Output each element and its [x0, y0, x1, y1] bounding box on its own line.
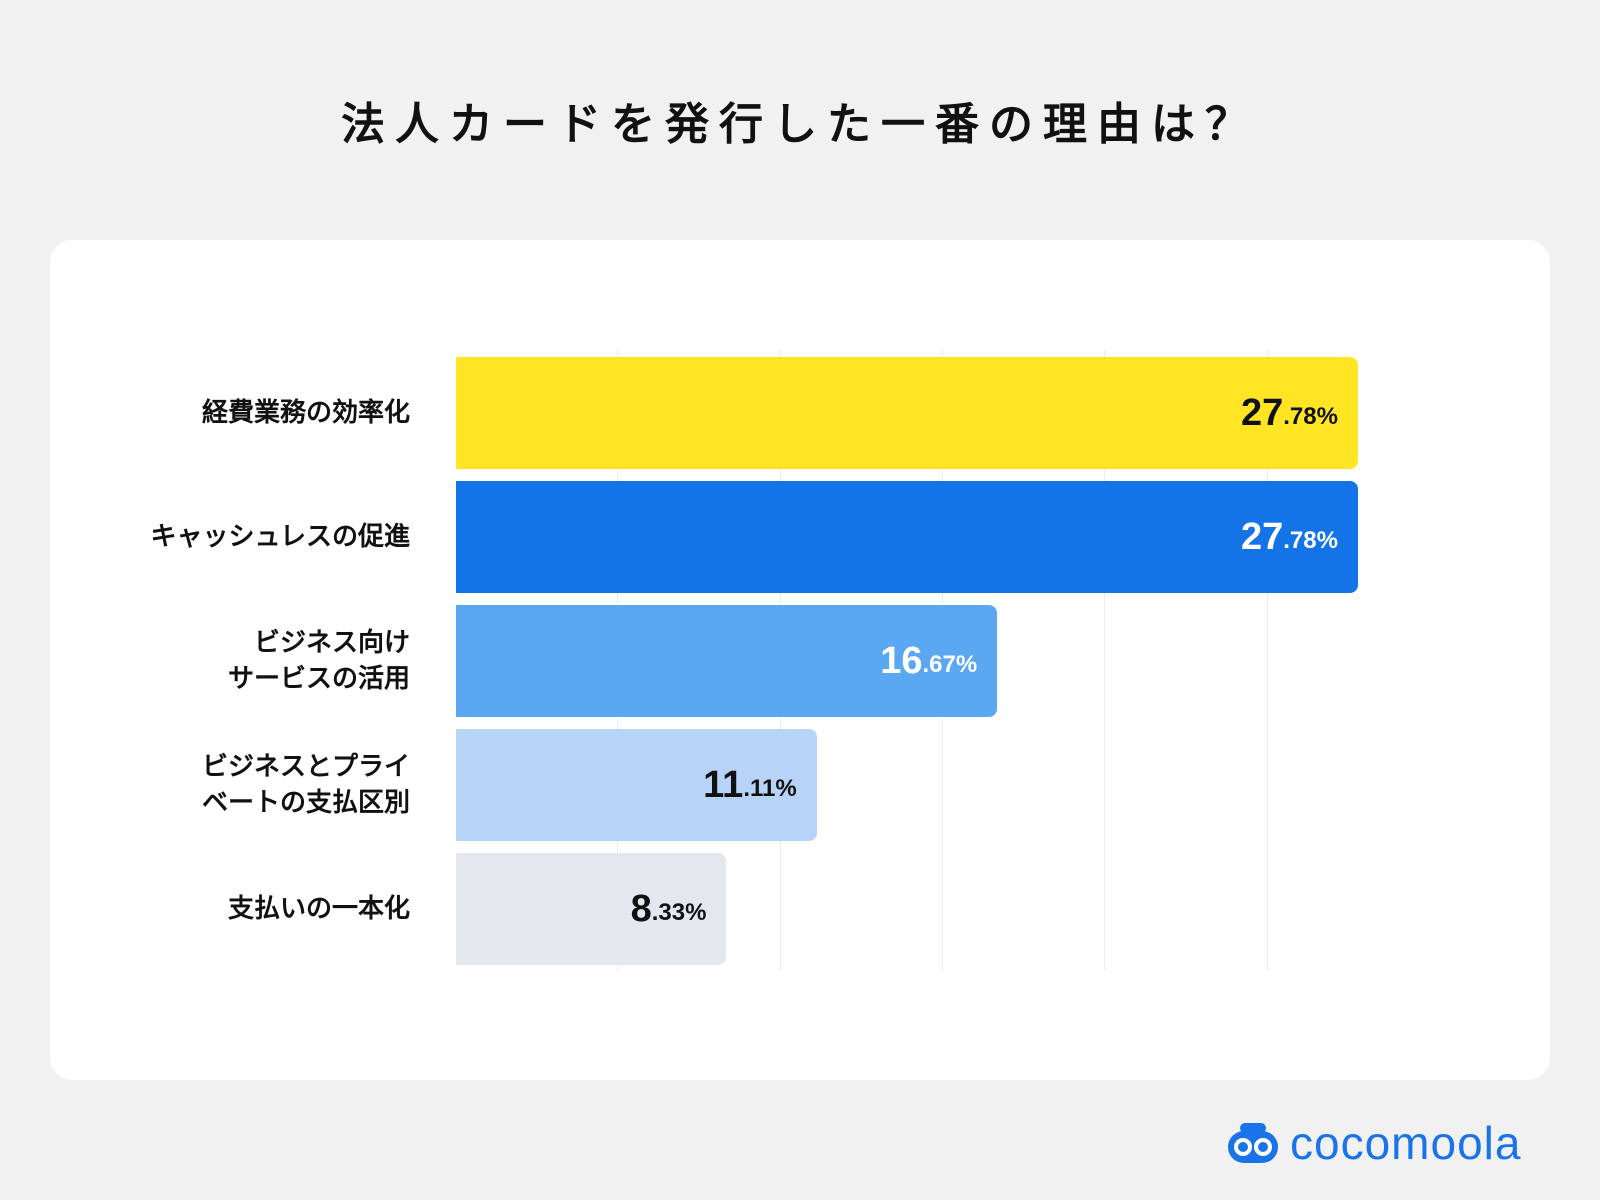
bar	[456, 853, 727, 965]
value-decimal: .33%	[651, 899, 707, 926]
bar-row: ビジネスとプライ ベートの支払区別 11.11%	[0, 729, 1600, 841]
brand-name: cocomoola	[1290, 1117, 1522, 1169]
value-decimal: .78%	[1283, 403, 1338, 430]
cocomoola-logo-icon	[1228, 1123, 1278, 1163]
category-label: 経費業務の効率化	[201, 397, 410, 428]
chart-title: 法人カードを発行した一番の理由は？	[341, 99, 1259, 150]
category-label: ビジネス向け サービスの活用	[227, 627, 410, 694]
category-label: 支払いの一本化	[227, 893, 410, 924]
bar-row: 経費業務の効率化 27.78%	[0, 357, 1600, 469]
bar-value-label: 27.78%	[456, 357, 1338, 469]
bar-value-label: 11.11%	[456, 729, 797, 841]
value-decimal: .78%	[1283, 527, 1338, 554]
gridline	[1266, 350, 1268, 970]
bar	[456, 357, 1358, 469]
bar-row: 支払いの一本化 8.33%	[0, 853, 1600, 965]
category-label: ビジネスとプライ ベートの支払区別	[201, 751, 410, 818]
bar-row: キャッシュレスの促進 27.78%	[0, 481, 1600, 593]
value-integer: 27	[1240, 515, 1284, 558]
value-integer: 11	[703, 763, 744, 806]
category-label: キャッシュレスの促進	[150, 521, 410, 552]
value-integer: 27	[1240, 391, 1284, 434]
bar	[456, 605, 998, 717]
bar-value-label: 16.67%	[456, 605, 977, 717]
value-integer: 16	[880, 639, 923, 682]
bar	[456, 729, 817, 841]
value-decimal: .67%	[922, 651, 978, 678]
brand-logo: cocomoola	[1226, 1117, 1522, 1169]
bar	[456, 481, 1358, 593]
value-decimal: .11%	[743, 775, 797, 802]
bar-row: ビジネス向け サービスの活用 16.67%	[0, 605, 1600, 717]
gridline	[1104, 350, 1106, 970]
bar-value-label: 8.33%	[456, 853, 707, 965]
value-integer: 8	[630, 887, 652, 930]
bar-value-label: 27.78%	[456, 481, 1338, 593]
